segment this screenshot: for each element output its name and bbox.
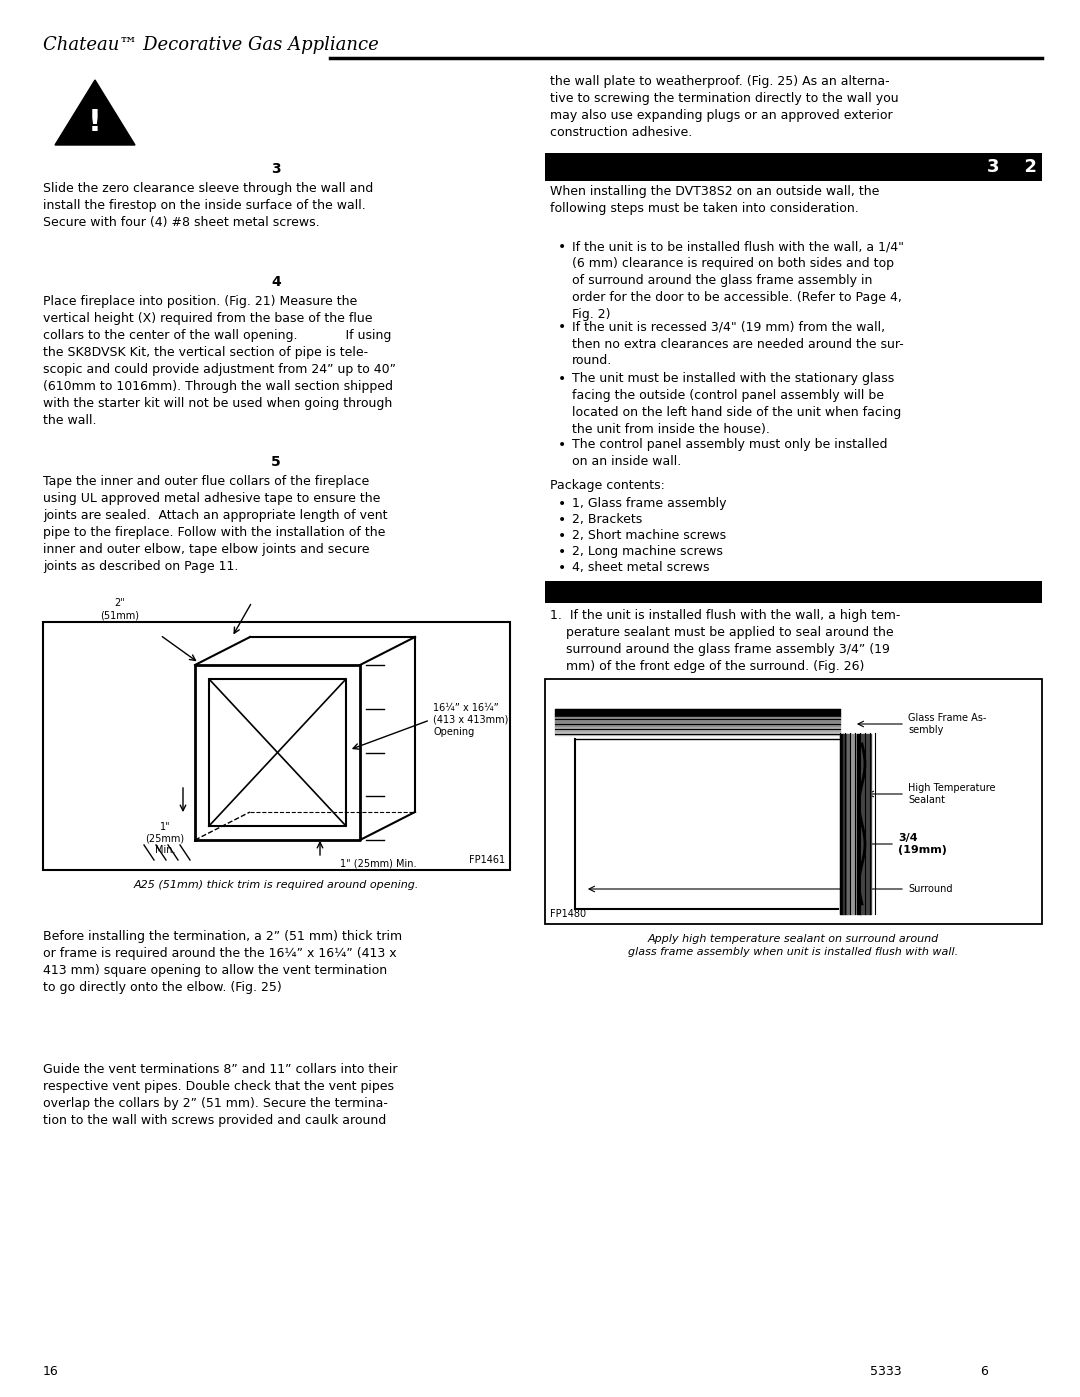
Text: •: •	[558, 529, 566, 543]
Text: Before installing the termination, a 2” (51 mm) thick trim
or frame is required : Before installing the termination, a 2” …	[43, 930, 402, 995]
Text: Tape the inner and outer flue collars of the fireplace
using UL approved metal a: Tape the inner and outer flue collars of…	[43, 475, 388, 573]
Text: Apply high temperature sealant on surround around
glass frame assembly when unit: Apply high temperature sealant on surrou…	[627, 935, 958, 957]
Text: •: •	[558, 513, 566, 527]
Polygon shape	[55, 80, 135, 145]
Text: 2, Long machine screws: 2, Long machine screws	[572, 545, 723, 557]
Text: 6: 6	[980, 1365, 988, 1377]
Text: Chateau™ Decorative Gas Appliance: Chateau™ Decorative Gas Appliance	[43, 36, 379, 54]
Text: Place fireplace into position. (Fig. 21) Measure the
vertical height (X) require: Place fireplace into position. (Fig. 21)…	[43, 295, 396, 427]
Bar	[43, 622, 510, 870]
Text: •: •	[558, 497, 566, 511]
Text: 3    2: 3 2	[987, 158, 1037, 176]
Bar	[545, 581, 1042, 604]
Text: Slide the zero clearance sleeve through the wall and
install the firestop on the: Slide the zero clearance sleeve through …	[43, 182, 374, 229]
Text: 4: 4	[271, 275, 281, 289]
Text: If the unit is recessed 3/4" (19 mm) from the wall,
then no extra clearances are: If the unit is recessed 3/4" (19 mm) fro…	[572, 320, 904, 367]
Bar	[545, 154, 1042, 182]
Text: the wall plate to weatherproof. (Fig. 25) As an alterna-
tive to screwing the te: the wall plate to weatherproof. (Fig. 25…	[550, 75, 899, 138]
Text: When installing the DVT38S2 on an outside wall, the
following steps must be take: When installing the DVT38S2 on an outsid…	[550, 184, 879, 215]
Text: 2, Brackets: 2, Brackets	[572, 513, 643, 527]
Text: Guide the vent terminations 8” and 11” collars into their
respective vent pipes.: Guide the vent terminations 8” and 11” c…	[43, 1063, 397, 1127]
Text: 2, Short machine screws: 2, Short machine screws	[572, 529, 726, 542]
Text: •: •	[558, 439, 566, 453]
Text: •: •	[558, 545, 566, 559]
Text: FP1461: FP1461	[469, 855, 505, 865]
Text: FP1480: FP1480	[550, 909, 586, 919]
Text: 5: 5	[271, 455, 281, 469]
Text: 5333: 5333	[870, 1365, 902, 1377]
Text: 16¼” x 16¼”
(413 x 413mm)
Opening: 16¼” x 16¼” (413 x 413mm) Opening	[433, 704, 509, 736]
Text: 3/4
(19mm): 3/4 (19mm)	[897, 833, 947, 855]
Text: 3: 3	[271, 162, 281, 176]
Text: Package contents:: Package contents:	[550, 479, 665, 492]
Text: A25 (51mm) thick trim is required around opening.: A25 (51mm) thick trim is required around…	[133, 880, 419, 890]
Text: Glass Frame As-
sembly: Glass Frame As- sembly	[908, 714, 986, 735]
Text: 2"
(51mm): 2" (51mm)	[100, 598, 139, 620]
Text: 1.  If the unit is installed flush with the wall, a high tem-
    perature seala: 1. If the unit is installed flush with t…	[550, 609, 901, 673]
Text: 4, sheet metal screws: 4, sheet metal screws	[572, 562, 710, 574]
Text: If the unit is to be installed flush with the wall, a 1/4"
(6 mm) clearance is r: If the unit is to be installed flush wit…	[572, 240, 904, 321]
Text: !: !	[89, 108, 102, 137]
Text: High Temperature
Sealant: High Temperature Sealant	[908, 784, 996, 805]
Text: •: •	[558, 240, 566, 254]
Text: 1"
(25mm)
Min.: 1" (25mm) Min.	[146, 821, 185, 855]
Text: 1" (25mm) Min.: 1" (25mm) Min.	[340, 858, 417, 868]
Text: Surround: Surround	[908, 884, 953, 894]
Text: The control panel assembly must only be installed
on an inside wall.: The control panel assembly must only be …	[572, 439, 888, 468]
Text: 1, Glass frame assembly: 1, Glass frame assembly	[572, 497, 727, 510]
Text: •: •	[558, 320, 566, 334]
Text: •: •	[558, 372, 566, 386]
Bar	[545, 679, 1042, 923]
Text: The unit must be installed with the stationary glass
facing the outside (control: The unit must be installed with the stat…	[572, 372, 901, 436]
Text: •: •	[558, 562, 566, 576]
Text: 16: 16	[43, 1365, 58, 1377]
